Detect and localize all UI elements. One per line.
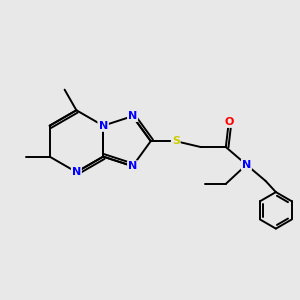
Text: N: N [98, 121, 108, 131]
Text: N: N [128, 161, 137, 171]
Text: N: N [72, 167, 81, 177]
Text: S: S [172, 136, 180, 146]
Text: N: N [98, 121, 108, 131]
Text: O: O [224, 117, 233, 127]
Text: N: N [242, 160, 251, 170]
Text: N: N [128, 111, 137, 121]
